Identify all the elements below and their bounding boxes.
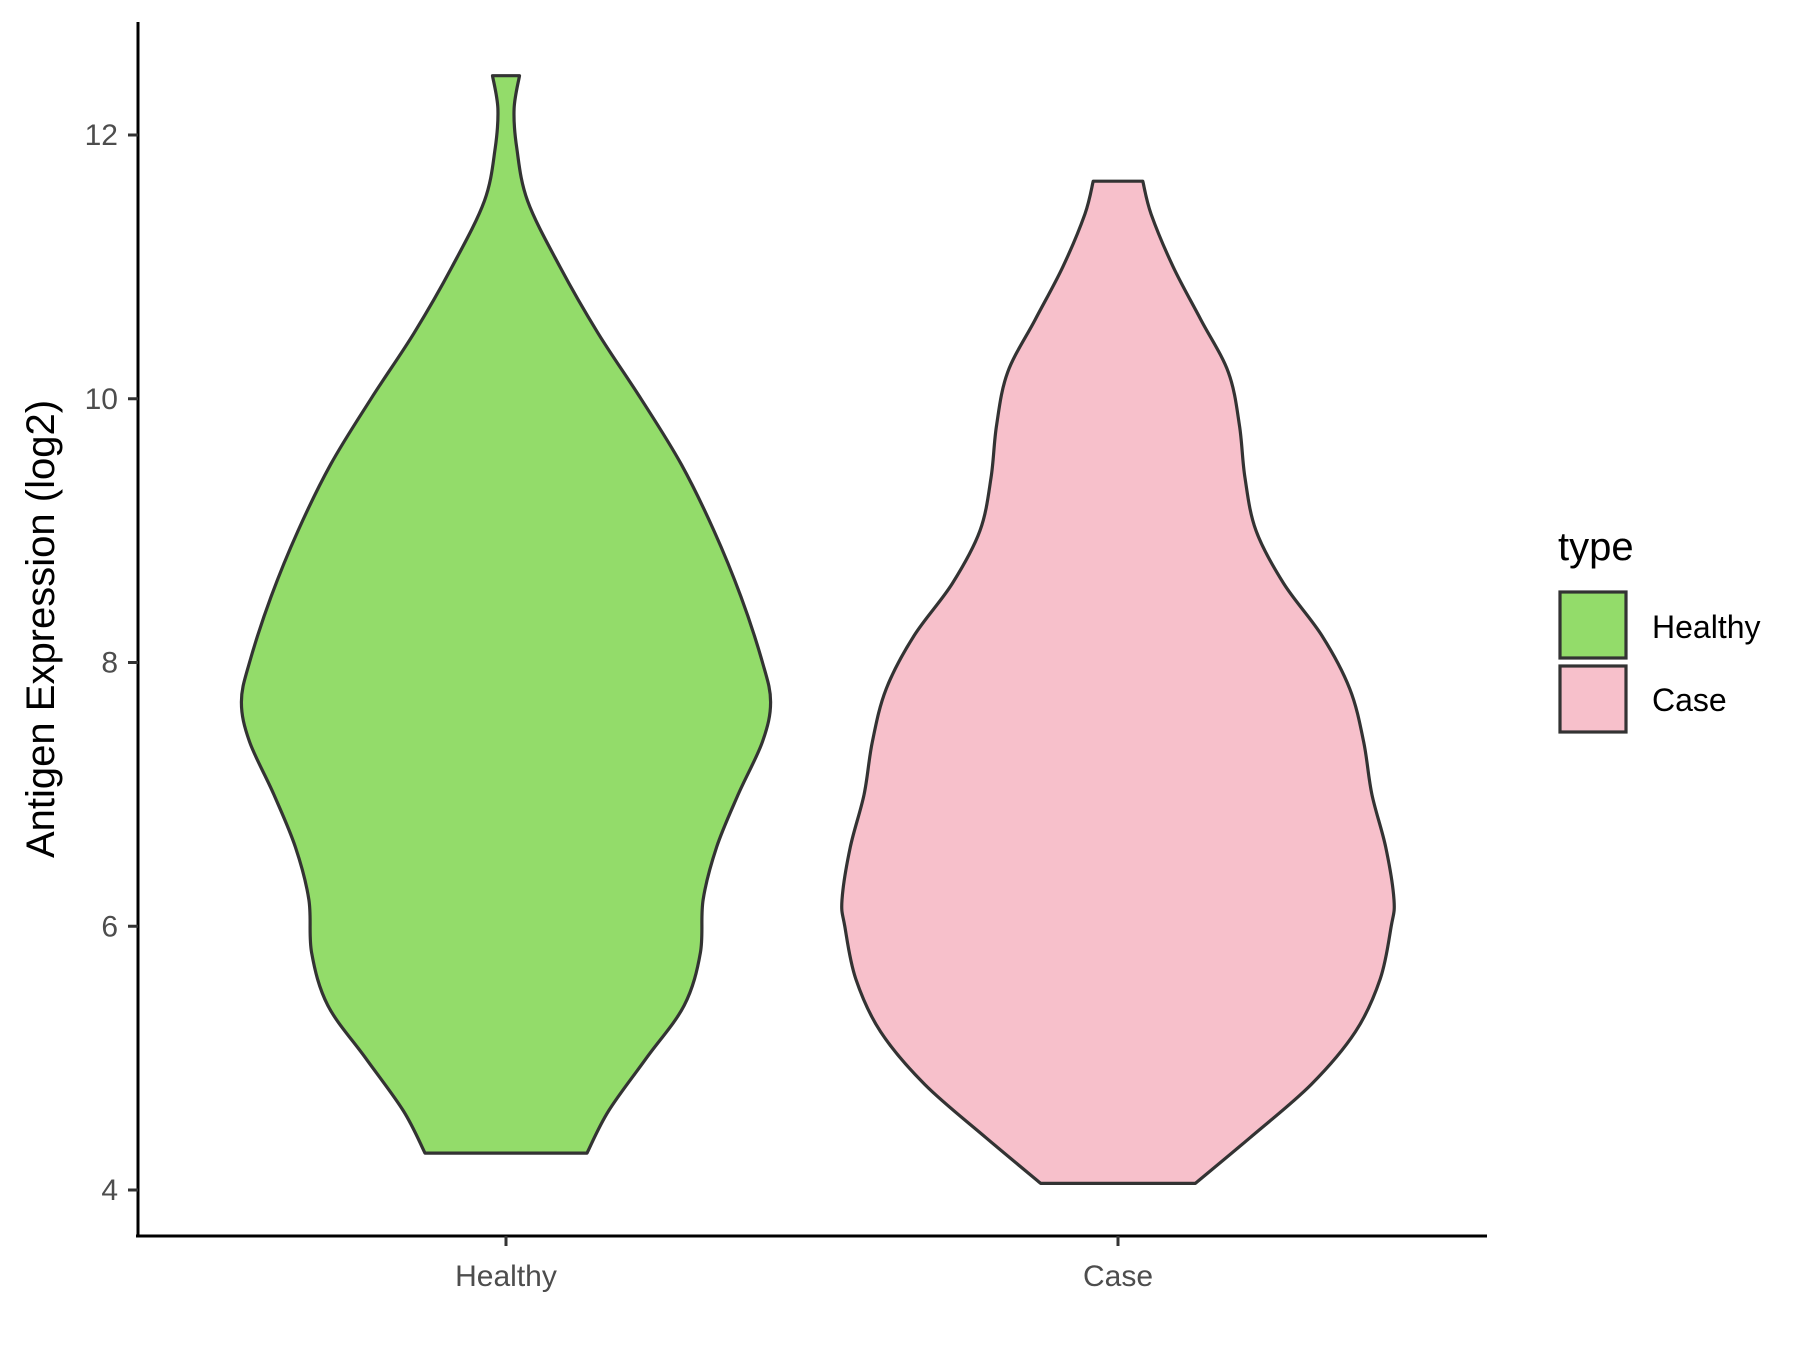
x-tick-label: Healthy: [455, 1260, 557, 1293]
legend-title: type: [1558, 525, 1634, 569]
y-tick-label: 8: [101, 647, 118, 680]
legend-label-case: Case: [1652, 682, 1727, 718]
legend-label-healthy: Healthy: [1652, 609, 1761, 645]
legend: type Healthy Case: [1558, 525, 1761, 734]
violin-case: [840, 179, 1396, 1185]
violins-group: [239, 74, 1396, 1185]
legend-swatch-healthy: [1558, 590, 1628, 660]
violin-healthy: [239, 74, 773, 1155]
x-axis-ticks: Healthy Case: [455, 1236, 1153, 1293]
y-tick-label: 6: [101, 910, 118, 943]
legend-swatch-case: [1558, 664, 1628, 734]
y-tick-label: 10: [85, 383, 118, 416]
x-tick-label: Case: [1083, 1260, 1153, 1293]
y-tick-label: 12: [85, 119, 118, 152]
y-tick-label: 4: [101, 1174, 118, 1207]
y-axis-ticks: 4 6 8 10 12: [85, 119, 138, 1207]
y-axis-title: Antigen Expression (log2): [19, 400, 63, 858]
